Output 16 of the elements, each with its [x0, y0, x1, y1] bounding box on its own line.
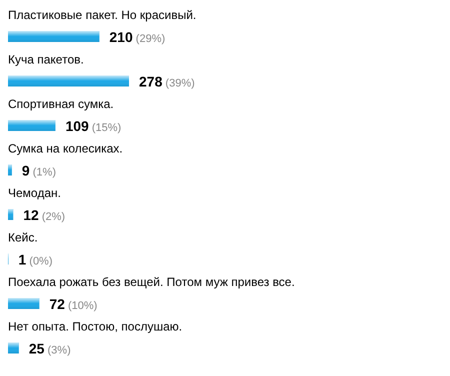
y-tick-label: Сумка на колесиках.	[8, 142, 123, 156]
data-label: 12 (2%)	[23, 207, 66, 223]
y-tick-label: Чемодан.	[8, 186, 61, 200]
data-label: 9 (1%)	[22, 162, 56, 178]
y-tick-label: Куча пакетов.	[8, 52, 84, 66]
y-tick-label: Пластиковые пакет. Но красивый.	[8, 8, 196, 22]
data-label: 72 (10%)	[49, 296, 98, 312]
y-tick-label: Нет опыта. Постою, послушаю.	[8, 320, 182, 334]
data-label: 1 (0%)	[18, 252, 53, 268]
y-tick-label: Поехала рожать без вещей. Потом муж привез все.	[8, 275, 295, 289]
y-tick-label: Спортивная сумка.	[8, 97, 114, 111]
data-label: 25 (3%)	[28, 340, 71, 356]
y-tick-label: Кейс.	[8, 230, 38, 244]
data-label: 210 (29%)	[109, 29, 166, 45]
data-label: 109 (15%)	[65, 118, 122, 134]
data-label: 278 (39%)	[139, 74, 195, 90]
